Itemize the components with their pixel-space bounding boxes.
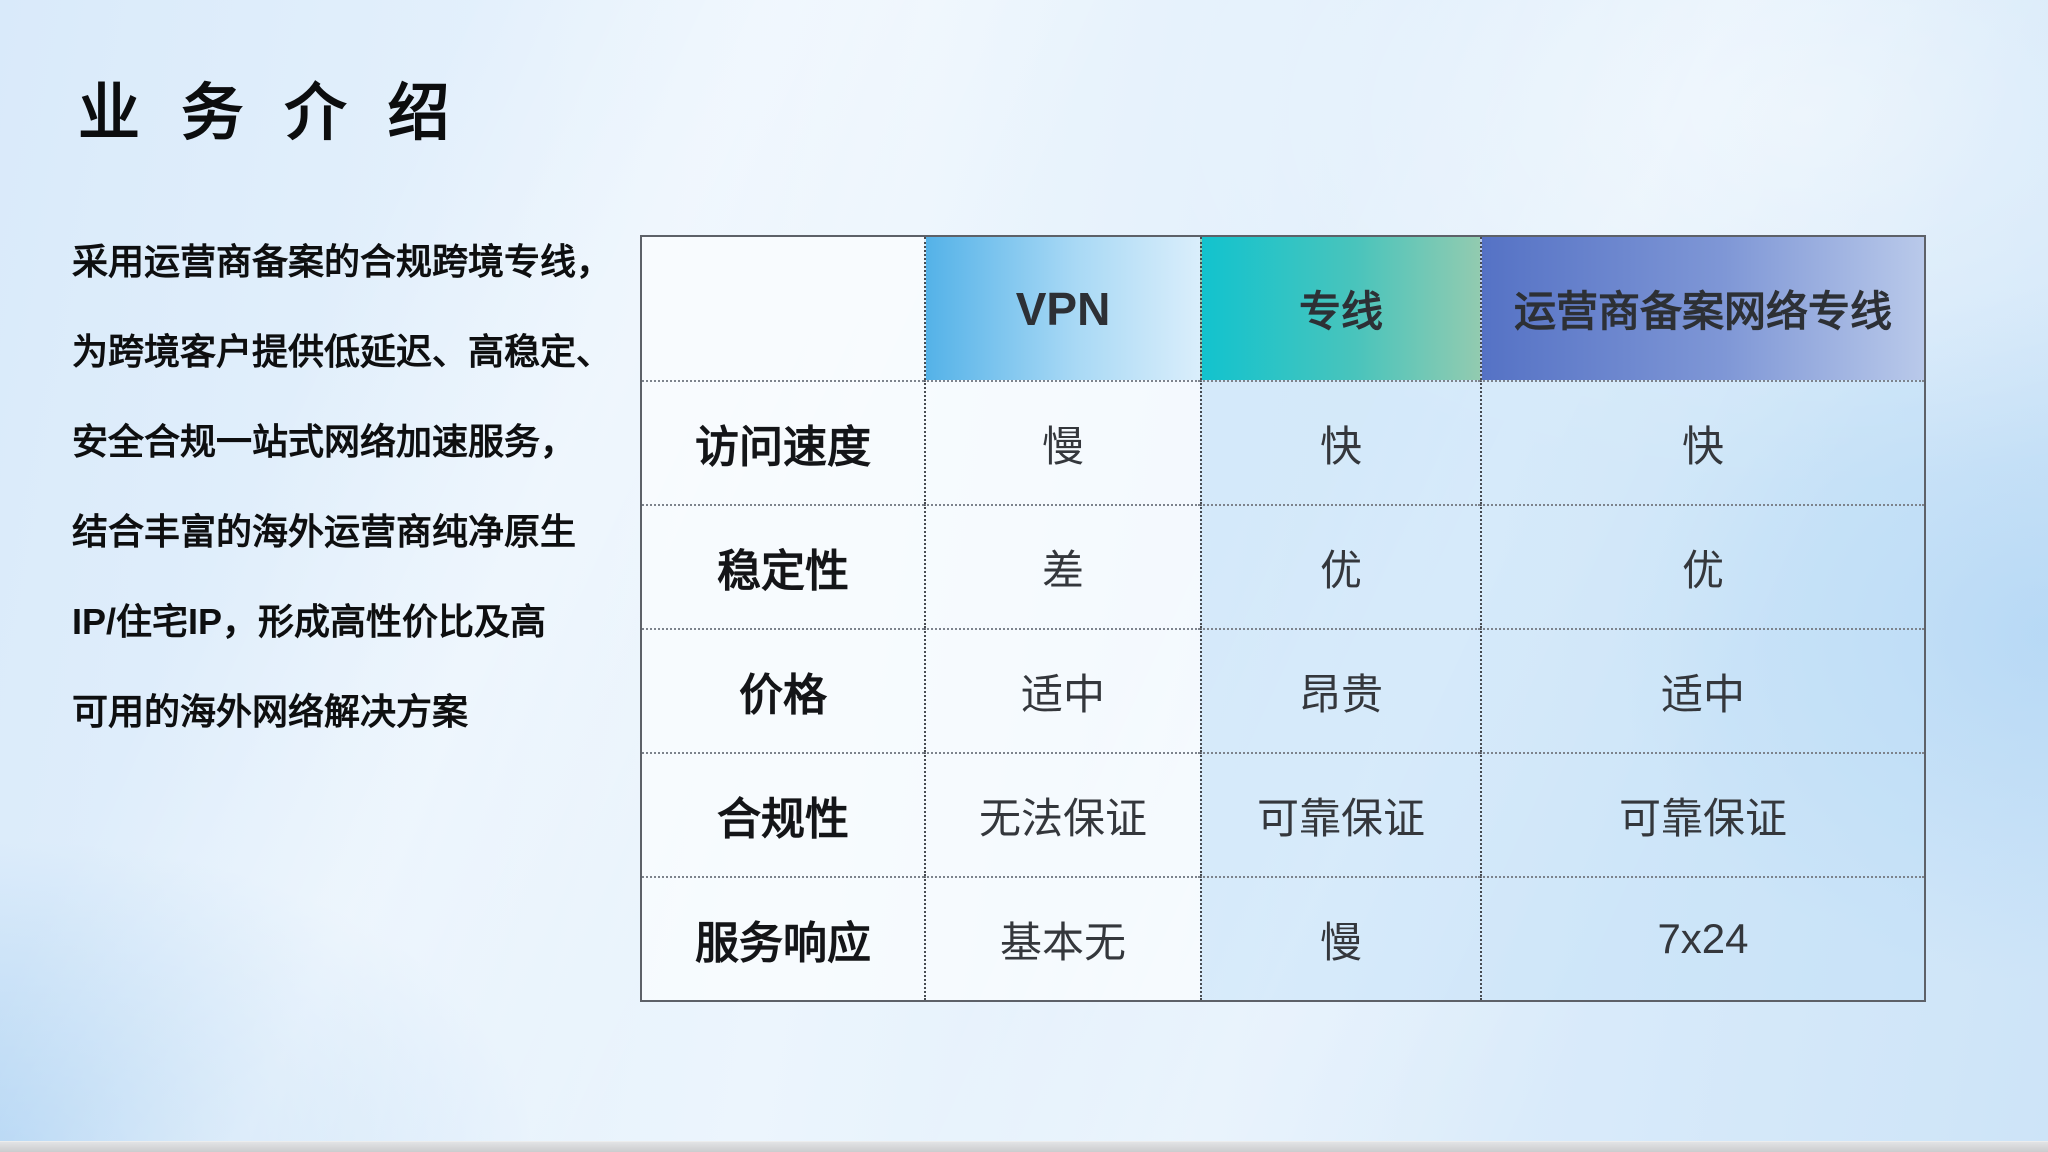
page-title: 业 务 介 绍 — [78, 79, 462, 148]
row-label: 价格 — [642, 628, 924, 752]
header-cell: 运营商备案网络专线 — [1480, 237, 1924, 380]
value-cell: 差 — [924, 504, 1200, 628]
value-cell: 可靠保证 — [1480, 752, 1924, 876]
header-cell: VPN — [924, 237, 1200, 380]
value-cell: 快 — [1480, 380, 1924, 504]
bottom-edge-bar — [0, 1141, 2048, 1152]
row-label: 稳定性 — [642, 504, 924, 628]
value-cell: 慢 — [1200, 876, 1480, 1000]
description-line: IP/住宅IP，形成高性价比及高 — [72, 601, 547, 642]
value-cell: 优 — [1480, 504, 1924, 628]
comparison-table: VPN 专线 运营商备案网络专线 访问速度慢快快稳定性差优优价格 适中 昂贵 适中 合规性 无法… — [640, 235, 1926, 1002]
value-cell: 慢 — [924, 380, 1200, 504]
value-cell: 优 — [1200, 504, 1480, 628]
header-cell-empty — [642, 237, 924, 380]
value-cell: 适中 — [1480, 628, 1924, 752]
value-cell: 昂贵 — [1200, 628, 1480, 752]
value-cell: 基本无 — [924, 876, 1200, 1000]
description-line: 可用的海外网络解决方案 — [72, 691, 469, 732]
row-label: 合规性 — [642, 752, 924, 876]
value-cell: 7x24 — [1480, 876, 1924, 1000]
row-label: 访问速度 — [642, 380, 924, 504]
description: 采用运营商备案的合规跨境专线， 为跨境客户提供低延迟、高稳定、 安全合规一站式网络加… — [72, 217, 632, 757]
row-label: 服务响应 — [642, 876, 924, 1000]
header-cell: 专线 — [1200, 237, 1480, 380]
value-cell: 适中 — [924, 628, 1200, 752]
description-line: 结合丰富的海外运营商纯净原生 — [72, 511, 577, 552]
description-line: 安全合规一站式网络加速服务， — [72, 421, 577, 462]
value-cell: 无法保证 — [924, 752, 1200, 876]
value-cell: 可靠保证 — [1200, 752, 1480, 876]
description-line: 为跨境客户提供低延迟、高稳定、 — [72, 331, 613, 372]
value-cell: 快 — [1200, 380, 1480, 504]
description-line: 采用运营商备案的合规跨境专线， — [72, 241, 613, 282]
